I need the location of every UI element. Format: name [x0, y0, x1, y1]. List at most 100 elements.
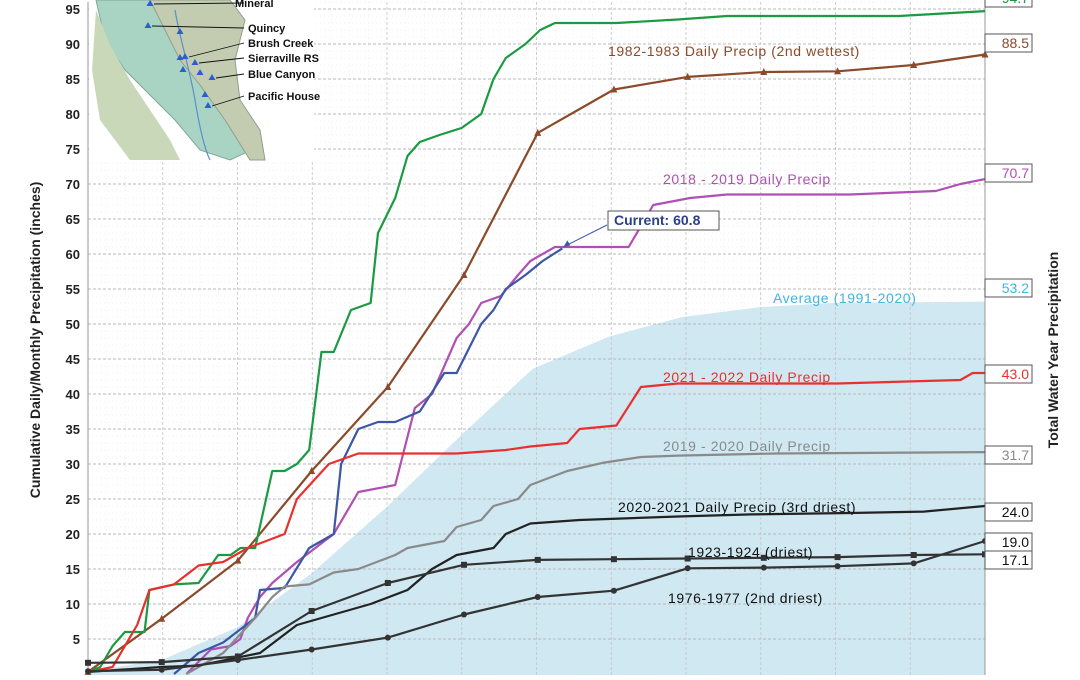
total-value: 24.0 — [1002, 504, 1029, 520]
y-tick-label: 50 — [66, 317, 80, 332]
total-value: 70.7 — [1002, 165, 1029, 181]
series-marker — [461, 611, 468, 618]
y-tick-label: 75 — [66, 142, 80, 157]
series-line — [173, 247, 563, 675]
series-marker — [158, 666, 165, 673]
series-marker — [760, 554, 767, 561]
y-tick-label: 45 — [66, 352, 80, 367]
total-value: 17.1 — [1002, 552, 1029, 568]
series-label: 1976-1977 (2nd driest) — [668, 590, 823, 606]
series-marker — [534, 556, 541, 563]
map-station-marker — [204, 102, 212, 108]
y-tick-label: 20 — [66, 527, 80, 542]
map-coast-ranges — [92, 10, 180, 160]
total-value: 19.0 — [1002, 534, 1029, 550]
total-box — [984, 445, 1033, 465]
y-tick-label: 25 — [66, 492, 80, 507]
series-marker — [85, 668, 91, 675]
series-label: 2019 - 2020 Daily Precip — [663, 438, 831, 454]
series-marker — [684, 555, 691, 562]
map-station-marker — [191, 59, 199, 65]
y-tick-label: 40 — [66, 387, 80, 402]
series-marker — [610, 556, 617, 563]
map-station-label: Blue Canyon — [248, 69, 316, 81]
y-tick-label: 30 — [66, 457, 80, 472]
total-value: 31.7 — [1002, 447, 1029, 463]
total-box — [984, 33, 1033, 53]
series-marker — [684, 565, 691, 572]
series-marker — [308, 608, 315, 614]
series-line — [87, 371, 985, 673]
map-station-marker — [146, 0, 154, 6]
current-pointer — [564, 224, 608, 247]
series-marker — [610, 587, 617, 594]
total-value: 53.2 — [1002, 280, 1029, 296]
series-marker — [610, 85, 618, 93]
series-line — [87, 10, 986, 673]
map-station-marker — [179, 66, 187, 72]
current-box — [607, 210, 720, 231]
y-tick-label: 90 — [66, 37, 80, 52]
map-station-marker — [181, 53, 189, 59]
series-marker — [384, 634, 391, 641]
map-leader-line — [198, 57, 245, 64]
total-box — [984, 278, 1033, 298]
series-line — [185, 451, 986, 675]
series-label: 1982-1983 Daily Precip (2nd wettest) — [608, 43, 860, 59]
y-tick-label: 60 — [66, 247, 80, 262]
y-tick-label: 15 — [66, 562, 80, 577]
series-marker — [910, 61, 918, 68]
series-marker — [384, 580, 391, 586]
map-station-marker — [176, 54, 184, 60]
series-marker — [981, 50, 989, 58]
map-station-marker — [176, 28, 184, 34]
series-marker — [534, 128, 542, 136]
series-line — [185, 178, 986, 675]
series-marker — [234, 653, 241, 660]
series-marker — [461, 561, 468, 568]
series-marker — [234, 657, 241, 663]
map-leader-line — [151, 25, 245, 29]
map-station-label: Pacific House — [248, 91, 320, 103]
total-box — [984, 532, 1033, 552]
y-tick-label: 80 — [66, 107, 80, 122]
map-station-label: Sierraville RS — [248, 53, 319, 65]
average-label: Average (1991-2020) — [773, 290, 916, 306]
total-box — [984, 0, 1033, 8]
series-marker — [760, 564, 767, 571]
series-marker — [834, 563, 841, 570]
y-tick-label: 55 — [66, 282, 80, 297]
map-station-label: Quincy — [248, 23, 286, 35]
total-box — [984, 502, 1033, 522]
series-marker — [834, 554, 841, 561]
total-box — [984, 163, 1033, 183]
series-label: 2018 - 2019 Daily Precip — [663, 171, 831, 187]
y-tick-label: 10 — [66, 597, 80, 612]
series-line — [87, 504, 986, 673]
total-value: 88.5 — [1002, 35, 1029, 51]
y-tick-label: 5 — [73, 632, 80, 647]
total-value: 43.0 — [1002, 366, 1029, 382]
map-station-marker — [196, 69, 204, 75]
total-value: 94.7 — [1002, 0, 1029, 6]
map-station-label: Brush Creek — [248, 38, 314, 50]
y-tick-label: 65 — [66, 212, 80, 227]
series-marker — [910, 560, 917, 567]
map-leader-line — [188, 42, 245, 58]
y-tick-label: 35 — [66, 422, 80, 437]
y-tick-label: 85 — [66, 72, 80, 87]
map-leader-line — [215, 73, 245, 79]
series-label: 2020-2021 Daily Precip (3rd driest) — [618, 499, 856, 515]
series-marker — [760, 68, 768, 75]
series-marker — [234, 556, 242, 564]
map-station-marker — [201, 91, 209, 97]
series-marker — [460, 271, 468, 278]
series-label: 2021 - 2022 Daily Precip — [663, 369, 831, 385]
current-label: Current: 60.8 — [614, 212, 701, 228]
y-tick-label: 70 — [66, 177, 80, 192]
y-tick-label: 95 — [66, 2, 80, 17]
map-leader-line — [153, 2, 245, 5]
series-marker — [534, 594, 541, 600]
series-marker — [308, 467, 316, 474]
